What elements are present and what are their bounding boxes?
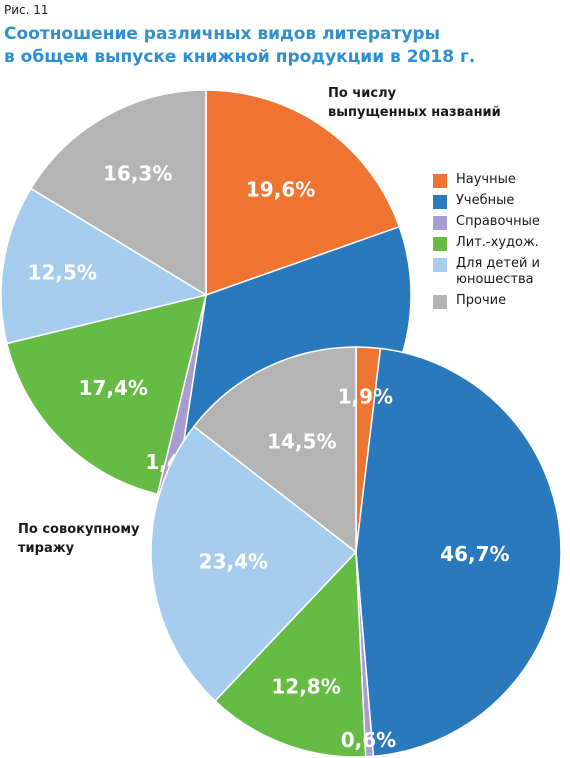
chart-title-line-1: Соотношение различных видов литературы [4,24,440,44]
pie-label-titles-line-1: По числу [328,86,397,101]
slice-value-label: 46,7% [440,542,509,566]
legend-swatch [433,237,447,251]
legend-item: Научные [433,172,565,188]
chart-legend: Научные Учебные Справочные Лит.-худож. Для д… [433,172,565,314]
legend-swatch [433,258,447,272]
legend-item: Справочные [433,214,565,230]
pie-label-circulation-line-1: По совокупному [18,522,140,537]
pie-label-circulation-line-2: тиражу [18,541,75,556]
slice-value-label: 12,8% [271,675,340,699]
pie-slice [29,89,207,297]
pie-slice [0,187,208,345]
legend-item: Для детей и юношества [433,256,565,288]
slice-value-label: 14,5% [267,430,336,454]
legend-label: Справочные [456,214,540,229]
legend-swatch [433,195,447,209]
legend-swatch [433,295,447,309]
legend-label: Прочие [456,293,507,308]
legend-label: Учебные [456,193,515,208]
pie-label-titles: По числу выпущенных названий [328,84,501,122]
chart-title: Соотношение различных видов литературы в… [4,23,564,69]
slice-value-label: 0,6% [341,728,396,752]
figure-number: Рис. 11 [4,3,49,17]
legend-swatch [433,174,447,188]
pie-circulation: 1,9% 46,7% 0,6% 12,8% 23,4% 14,5% [150,346,562,758]
slice-value-label: 17,4% [79,376,148,400]
pie-label-circulation: По совокупному тиражу [18,520,139,558]
pie-slice [355,347,562,758]
slice-value-label: 12,5% [27,261,96,285]
legend-item: Учебные [433,193,565,209]
legend-label: Научные [456,172,516,187]
slice-value-label: 19,6% [246,178,315,202]
slice-value-label: 23,4% [199,549,268,573]
pie-slice [192,346,357,554]
pie-slice [214,550,367,758]
pie-label-titles-line-2: выпущенных названий [328,105,501,120]
slice-value-label: 1,9% [338,384,393,408]
legend-item: Прочие [433,293,565,309]
pie-slice [5,293,208,496]
pie-slice [150,425,358,702]
legend-swatch [433,216,447,230]
legend-label: Для детей и юношества [456,256,541,287]
chart-title-line-2: в общем выпуске книжной продукции в 2018… [4,47,476,67]
legend-item: Лит.-худож. [433,235,565,251]
slice-value-label: 16,3% [103,161,172,185]
legend-label: Лит.-худож. [456,235,539,250]
